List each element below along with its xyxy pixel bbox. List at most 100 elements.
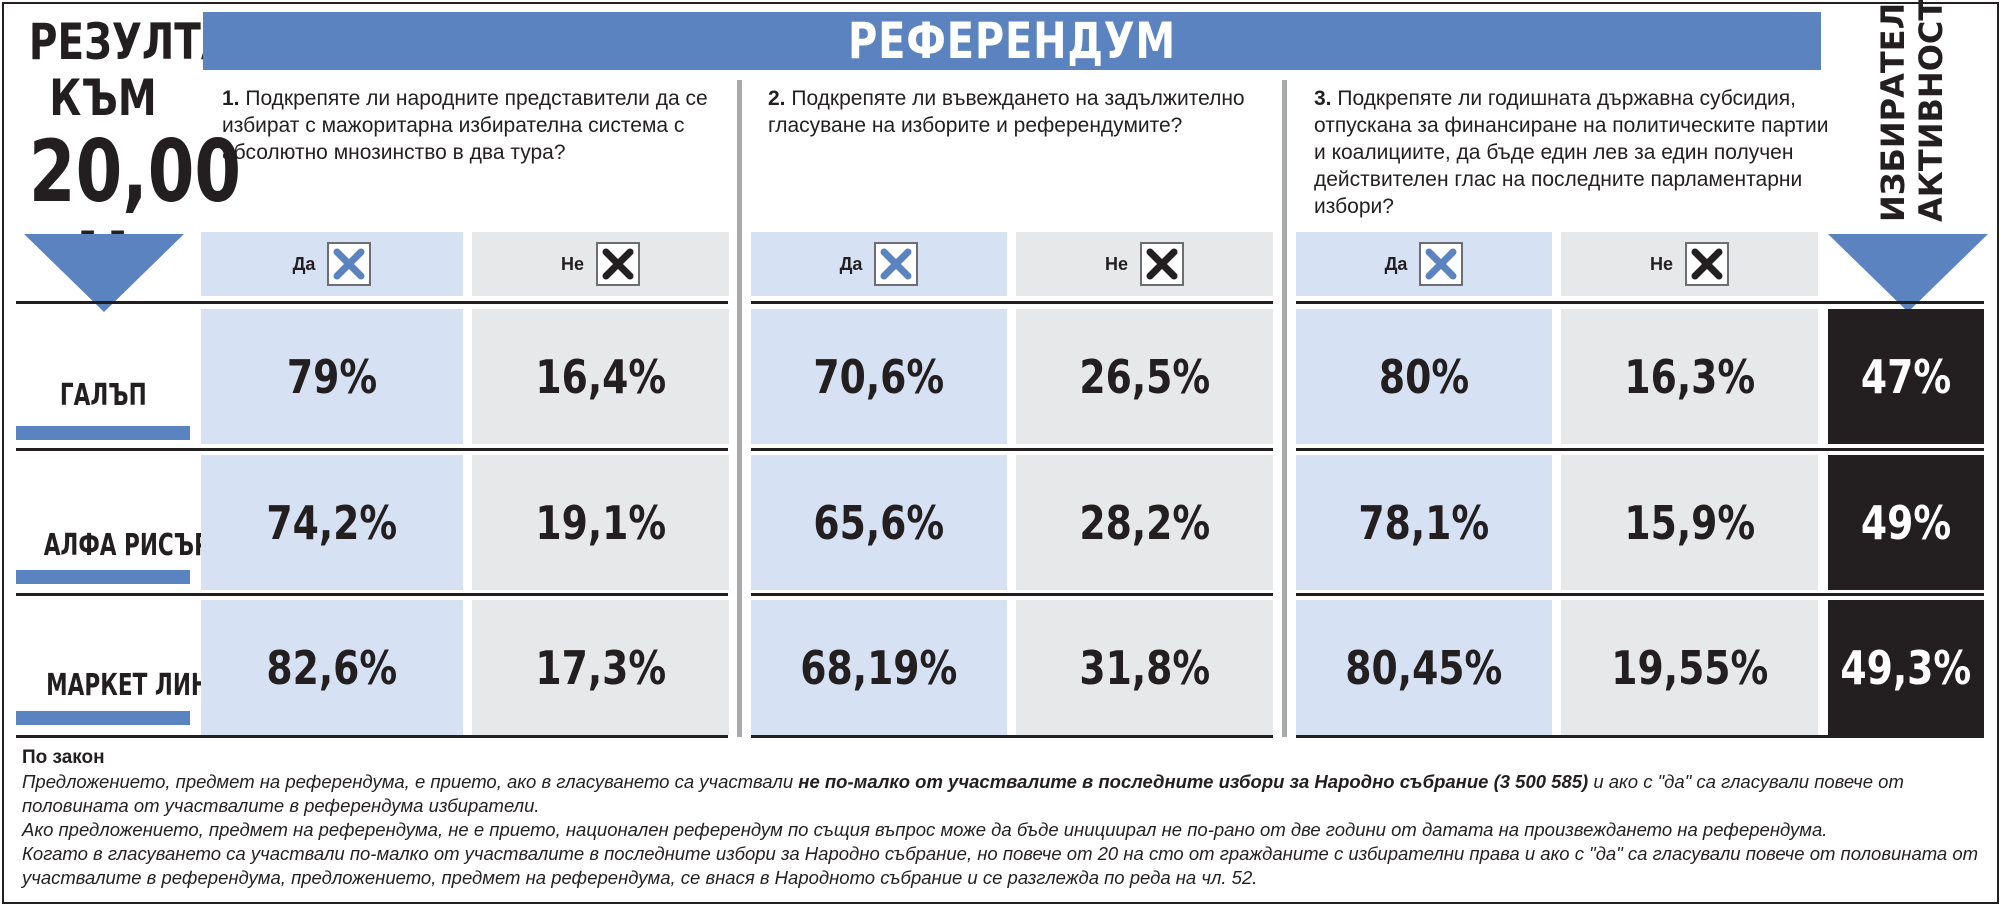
result-value: 17,3%	[535, 640, 666, 695]
result-cell: 70,6%	[751, 309, 1007, 444]
result-cell: 78,1%	[1296, 455, 1552, 590]
result-value: 70,6%	[813, 349, 945, 404]
result-cell: 65,6%	[751, 455, 1007, 590]
question-text: Подкрепяте ли годишната държавна субсиди…	[1314, 87, 1829, 218]
footnote-paragraph: Предложението, предмет на референдума, е…	[22, 770, 1982, 818]
turnout-value: 47%	[1860, 349, 1952, 404]
down-arrow-icon	[1828, 234, 1988, 312]
question-text: Подкрепяте ли народните представители да…	[222, 87, 708, 164]
result-value: 82,6%	[266, 640, 398, 695]
result-cell: 82,6%	[201, 600, 463, 735]
result-value: 16,4%	[535, 349, 666, 404]
turnout-value: 49%	[1860, 495, 1952, 550]
row-divider	[1296, 735, 1984, 738]
result-value: 80%	[1378, 349, 1470, 404]
turnout-title-line2: АКТИВНОСТ	[1912, 0, 1950, 222]
result-value: 15,9%	[1624, 495, 1755, 550]
result-cell: 26,5%	[1016, 309, 1273, 444]
turnout-title-line1: ИЗБИРАТЕЛНА	[1874, 0, 1912, 222]
footnote-paragraph: Ако предложението, предмет на референдум…	[22, 819, 1828, 840]
footnote-p1-bold: не по-малко от участвалите в последните …	[798, 771, 1589, 792]
answer-label-yes: Да	[292, 253, 316, 274]
answer-header-yes: Да	[201, 232, 463, 296]
turnout-cell: 49%	[1828, 455, 1984, 590]
row-divider	[751, 735, 1273, 738]
result-cell: 15,9%	[1561, 455, 1818, 590]
agency-name: АЛФА РИСЪРЧ	[43, 528, 228, 563]
results-title-line1: РЕЗУЛТАТИ	[28, 13, 291, 71]
row-divider	[16, 301, 728, 304]
result-value: 79%	[286, 349, 378, 404]
row-divider	[16, 448, 728, 451]
black-x-checkbox-icon	[1685, 242, 1729, 286]
answer-header-yes: Да	[1296, 232, 1552, 296]
answer-header-no: Не	[1016, 232, 1273, 296]
column-divider	[737, 80, 742, 737]
turnout-title: ИЗБИРАТЕЛНА АКТИВНОСТ	[1832, 0, 1992, 222]
question-number: 1.	[222, 87, 240, 110]
result-value: 80,45%	[1345, 640, 1503, 695]
blue-x-checkbox-icon	[1419, 242, 1464, 286]
question-2: 2. Подкрепяте ли въвеждането на задължит…	[768, 85, 1288, 139]
agency-row-3: МАРКЕТ ЛИНКС	[8, 668, 242, 725]
result-cell: 19,55%	[1561, 600, 1818, 735]
result-cell: 80,45%	[1296, 600, 1552, 735]
result-value: 19,55%	[1610, 640, 1769, 695]
banner-title: РЕФЕРЕНДУМ	[847, 12, 1177, 70]
down-arrow-icon	[24, 234, 184, 312]
black-x-checkbox-icon	[596, 242, 640, 286]
agency-name: ГАЛЪП	[59, 378, 147, 413]
question-number: 3.	[1314, 87, 1332, 110]
footnote-p1-start: Предложението, предмет на референдума, е…	[22, 771, 799, 792]
answer-header-no: Не	[1561, 232, 1818, 296]
answer-label-no: Не	[560, 253, 584, 274]
legal-footnote: По закон Предложението, предмет на рефер…	[22, 746, 1982, 890]
answer-label-no: Не	[1649, 253, 1673, 274]
answer-header-yes: Да	[751, 232, 1007, 296]
result-cell: 19,1%	[472, 455, 729, 590]
result-cell: 16,4%	[472, 309, 729, 444]
row-divider	[751, 593, 1273, 596]
result-cell: 17,3%	[472, 600, 729, 735]
turnout-cell: 49,3%	[1828, 600, 1984, 735]
result-cell: 68,19%	[751, 600, 1007, 735]
agency-row-2: АЛФА РИСЪРЧ	[8, 528, 227, 584]
result-value: 78,1%	[1358, 495, 1490, 550]
result-value: 65,6%	[813, 495, 945, 550]
result-value: 74,2%	[266, 495, 398, 550]
blue-x-checkbox-icon	[327, 242, 372, 286]
agency-accent-bar	[16, 570, 190, 584]
result-cell: 16,3%	[1561, 309, 1818, 444]
question-3: 3. Подкрепяте ли годишната държавна субс…	[1314, 85, 1834, 220]
row-divider	[1296, 301, 1984, 304]
agency-accent-bar	[16, 711, 190, 725]
result-value: 26,5%	[1079, 349, 1210, 404]
question-1: 1. Подкрепяте ли народните представители…	[222, 85, 732, 166]
answer-label-no: Не	[1104, 253, 1128, 274]
row-divider	[1296, 593, 1984, 596]
question-number: 2.	[768, 87, 786, 110]
black-x-checkbox-icon	[1140, 242, 1184, 286]
answer-label-yes: Да	[839, 253, 863, 274]
row-divider	[1296, 448, 1984, 451]
result-cell: 74,2%	[201, 455, 463, 590]
result-value: 16,3%	[1624, 349, 1755, 404]
result-cell: 31,8%	[1016, 600, 1273, 735]
footnote-paragraph: Когато в гласуването са участвали по-мал…	[22, 843, 1979, 888]
row-divider	[16, 735, 728, 738]
turnout-value: 49,3%	[1840, 640, 1972, 695]
answer-header-no: Не	[472, 232, 729, 296]
question-text: Подкрепяте ли въвеждането на задължителн…	[768, 87, 1245, 137]
turnout-cell: 47%	[1828, 309, 1984, 444]
agency-accent-bar	[16, 426, 190, 440]
result-cell: 79%	[201, 309, 463, 444]
result-value: 31,8%	[1079, 640, 1210, 695]
result-value: 28,2%	[1079, 495, 1210, 550]
row-divider	[16, 593, 728, 596]
row-divider	[751, 448, 1273, 451]
referendum-banner: РЕФЕРЕНДУМ	[203, 12, 1821, 70]
column-divider	[1282, 80, 1287, 737]
footnote-p1-end: и ако с "да" са гласували повече от поло…	[22, 771, 1904, 816]
footnote-heading: По закон	[22, 747, 105, 768]
